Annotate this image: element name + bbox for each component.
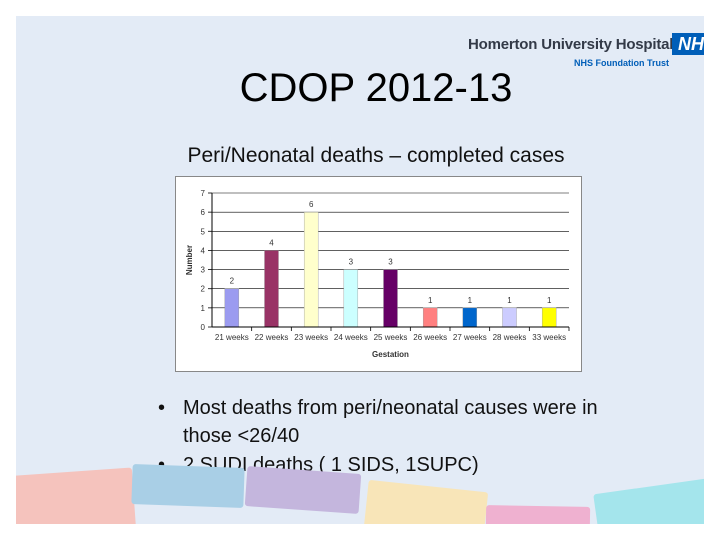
- logo-trust-name: NHS Foundation Trust: [574, 58, 669, 68]
- bar: [541, 307, 557, 328]
- bar: [343, 269, 359, 328]
- y-tick-label: 1: [201, 304, 206, 313]
- x-tick-label: 24 weeks: [334, 333, 368, 342]
- decor-block-5: [485, 505, 591, 524]
- data-label: 1: [507, 296, 512, 305]
- y-tick-label: 6: [201, 208, 206, 217]
- bar: [422, 307, 438, 328]
- y-tick-label: 0: [201, 323, 206, 332]
- bullet-item: • Most deaths from peri/neonatal causes …: [156, 394, 626, 450]
- decor-block-2: [131, 464, 245, 508]
- y-axis-label: Number: [185, 245, 194, 275]
- nhs-badge: NHS: [672, 33, 704, 55]
- bullet-text: Most deaths from peri/neonatal causes we…: [183, 397, 598, 447]
- y-tick-label: 7: [201, 189, 206, 198]
- x-tick-label: 33 weeks: [532, 333, 566, 342]
- bar: [462, 307, 478, 328]
- bar: [383, 269, 398, 328]
- bullet-marker: •: [158, 397, 166, 419]
- data-label: 1: [428, 296, 433, 305]
- x-tick-label: 26 weeks: [413, 333, 447, 342]
- decor-block-1: [16, 467, 136, 524]
- decor-block-4: [363, 479, 489, 524]
- x-tick-label: 25 weeks: [374, 333, 408, 342]
- data-label: 6: [309, 200, 314, 209]
- slide-title: CDOP 2012-13: [239, 66, 513, 110]
- slide: Homerton University Hospital NHS NHS Fou…: [16, 16, 704, 524]
- data-label: 1: [468, 296, 473, 305]
- logo-hospital-name: Homerton University Hospital: [468, 36, 674, 53]
- x-tick-label: 23 weeks: [294, 333, 328, 342]
- gestation-bar-chart: 0 1 2 3 4 5 6 7 2 21 weeks 4 22 weeks 6 23 weeks 3 24 w…: [185, 189, 570, 359]
- data-label: 3: [349, 258, 354, 267]
- data-label: 1: [547, 296, 552, 305]
- chart-labels: 0 1 2 3 4 5 6 7 2 21 weeks 4 22 weeks 6 23 weeks 3 24 w…: [185, 189, 566, 359]
- data-label: 3: [388, 258, 393, 267]
- x-tick-label: 21 weeks: [215, 333, 249, 342]
- data-label: 2: [230, 277, 235, 286]
- x-tick-label: 27 weeks: [453, 333, 487, 342]
- slide-subtitle: Peri/Neonatal deaths – completed cases: [187, 144, 565, 167]
- y-tick-label: 4: [201, 246, 206, 255]
- bar: [264, 250, 279, 328]
- x-axis-label: Gestation: [372, 350, 409, 359]
- chart-frame: 0 1 2 3 4 5 6 7 2 21 weeks 4 22 weeks 6 23 weeks 3 24 w…: [175, 176, 582, 372]
- y-tick-label: 3: [201, 266, 206, 275]
- decor-block-6: [593, 478, 704, 524]
- x-tick-label: 22 weeks: [255, 333, 289, 342]
- y-tick-label: 5: [201, 227, 206, 236]
- y-tick-label: 2: [201, 285, 206, 294]
- chart-bars: [224, 211, 557, 328]
- data-label: 4: [269, 238, 274, 247]
- hospital-logo: Homerton University Hospital NHS NHS Fou…: [468, 33, 704, 73]
- chart-axes: [208, 192, 570, 331]
- decor-block-3: [244, 466, 362, 514]
- bullet-list: • Most deaths from peri/neonatal causes …: [156, 394, 626, 480]
- bar: [502, 307, 517, 328]
- x-tick-label: 28 weeks: [493, 333, 527, 342]
- bar: [303, 211, 319, 328]
- bar: [224, 288, 240, 328]
